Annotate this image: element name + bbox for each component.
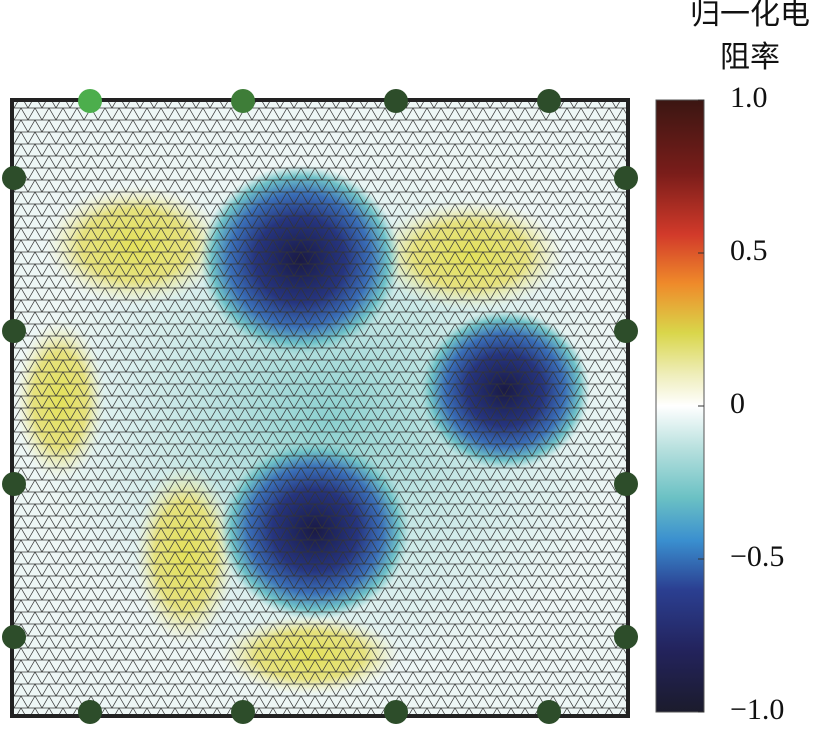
- colorbar-ticks: 1.0 0.5 0 −0.5 −1.0: [698, 81, 784, 726]
- tick-label: 0.5: [730, 234, 768, 267]
- colorbar-title: 归一化电: [690, 0, 810, 31]
- tick-label: 1.0: [730, 81, 768, 114]
- colorbar: [655, 99, 705, 713]
- tick-label: 0: [730, 387, 745, 420]
- tick-label: −0.5: [730, 540, 784, 573]
- reconstruction: [10, 98, 630, 718]
- tick-label: −1.0: [730, 693, 784, 726]
- electrodes: [2, 89, 638, 724]
- colorbar-title: 阻率: [720, 41, 780, 74]
